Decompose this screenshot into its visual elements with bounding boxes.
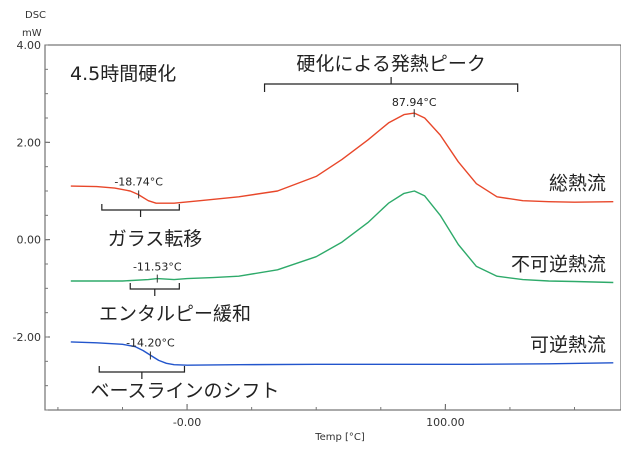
y-tick-label: -2.00 xyxy=(13,331,41,344)
ticks: 4.00 2.00 0.00 -2.00 -0.00 100.00 xyxy=(13,39,576,429)
glass_transition-label: ガラス転移 xyxy=(108,228,203,250)
y-tick-label: 0.00 xyxy=(17,234,42,247)
series-label: 総熱流 xyxy=(549,173,606,195)
x-tick-label: 100.00 xyxy=(426,416,465,429)
series-label: 不可逆熱流 xyxy=(511,253,606,275)
glass_transition-value: -18.74°C xyxy=(114,175,163,188)
baseline_shift-bracket xyxy=(98,366,186,379)
baseline_shift-value: -14.20°C xyxy=(126,336,175,349)
y-tick-label: 2.00 xyxy=(17,136,42,149)
plot-frame xyxy=(44,44,621,411)
series-line-2 xyxy=(70,341,614,366)
series-label: 可逆熱流 xyxy=(530,334,606,356)
baseline_shift-label: ベースラインのシフト xyxy=(90,380,279,402)
y-axis-label: DSC xyxy=(25,10,46,21)
annotations: 硬化による発熱ピーク 87.94°C -18.74°C ガラス転移 -11.53°C エン… xyxy=(90,53,519,402)
y-tick-label: 4.00 xyxy=(17,39,42,52)
enthalpy_relaxation-bracket xyxy=(129,283,180,296)
chart-title: 4.5時間硬化 xyxy=(70,63,176,85)
enthalpy_relaxation-value: -11.53°C xyxy=(133,261,182,274)
glass_transition-bracket xyxy=(101,204,180,217)
cure_peak-value: 87.94°C xyxy=(392,96,437,109)
series-line-0 xyxy=(70,112,614,204)
cure_peak-label: 硬化による発熱ピーク xyxy=(296,53,485,75)
cure_peak-bracket xyxy=(263,77,519,92)
y-axis-unit: mW xyxy=(22,28,42,39)
axes xyxy=(44,44,621,411)
enthalpy_relaxation-label: エンタルピー緩和 xyxy=(99,303,251,325)
x-axis-label: Temp [°C] xyxy=(314,432,365,443)
x-tick-label: -0.00 xyxy=(173,416,201,429)
